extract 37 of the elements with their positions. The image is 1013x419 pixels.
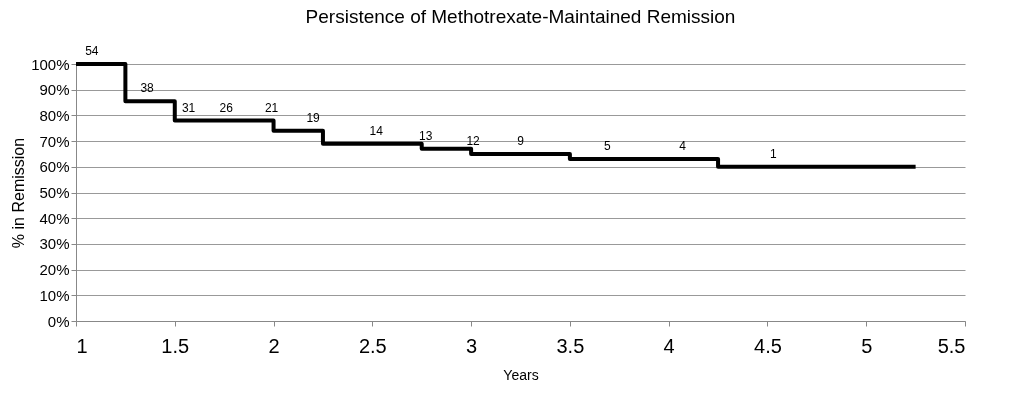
x-tick-label: 4.5	[754, 334, 782, 357]
y-tick-label: 80%	[39, 106, 70, 124]
y-tick-label: 20%	[39, 261, 70, 279]
annotation: 4	[679, 139, 687, 154]
x-tick-label: 4	[663, 334, 675, 357]
y-tick-label: 60%	[39, 158, 70, 176]
annotation: 26	[219, 100, 234, 115]
y-axis-title: % in Remission	[10, 137, 28, 249]
x-tick-label: 1.5	[161, 334, 190, 357]
annotation: 31	[181, 100, 196, 115]
y-tick-label: 50%	[39, 184, 70, 201]
chart-title: Persistence of Methotrexate-Maintained Remission	[305, 6, 736, 27]
y-tick-label: 70%	[39, 132, 70, 150]
y-tick-label: 0%	[47, 312, 70, 330]
annotation: 9	[517, 133, 525, 148]
annotation: 12	[466, 133, 481, 148]
y-tick-label: 90%	[39, 81, 70, 99]
annotation: 14	[369, 123, 384, 138]
y-tick-label: 40%	[39, 209, 70, 227]
y-tick-label: 10%	[39, 286, 70, 304]
x-tick-label: 3.5	[556, 334, 585, 357]
x-tick-label: 5	[861, 334, 873, 357]
y-tick-label: 100%	[31, 55, 70, 73]
annotation: 21	[264, 100, 279, 115]
annotation: 38	[140, 81, 155, 96]
x-tick-label: 2.5	[358, 334, 387, 357]
y-tick-label: 30%	[39, 235, 70, 253]
annotation: 54	[85, 44, 99, 58]
x-tick-label: 3	[466, 334, 478, 357]
annotation: 1	[770, 146, 778, 161]
x-axis-title: Years	[503, 366, 539, 383]
x-tick-label: 5.5	[937, 334, 966, 357]
annotation: 13	[418, 128, 433, 143]
annotation: 5	[604, 139, 612, 154]
x-tick-label: 2	[268, 334, 280, 357]
x-tick-label: 1	[76, 334, 88, 357]
annotation: 19	[306, 110, 321, 125]
